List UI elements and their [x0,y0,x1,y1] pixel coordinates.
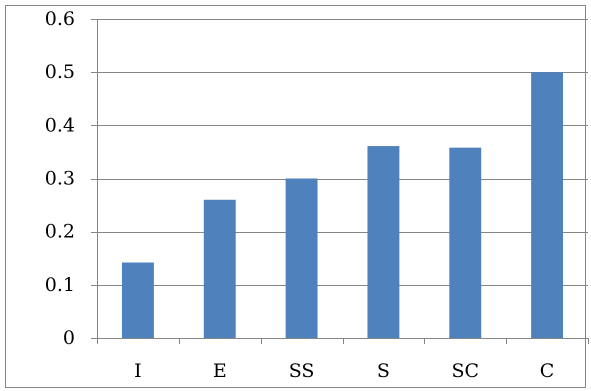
y-tick-label-1: 0.1 [45,274,75,296]
y-tick-label-4: 0.4 [45,114,75,136]
y-tick-label-0: 0 [63,327,75,349]
x-tick-label-s: S [377,360,390,382]
bar-s [367,146,400,338]
y-tick-label-6: 0.6 [45,8,75,30]
bar-c [531,72,564,339]
x-tick-label-c: C [540,360,555,382]
bars [121,72,564,339]
gridlines [91,19,588,339]
axes [97,19,589,344]
y-tick-label-2: 0.2 [45,221,75,243]
x-tick-label-ss: SS [289,360,315,382]
y-tick-labels: 0 0.1 0.2 0.3 0.4 0.5 0.6 [45,8,75,349]
x-tick-label-sc: SC [451,360,479,382]
chart-frame [5,5,586,388]
bar-e [203,199,236,338]
y-tick-label-3: 0.3 [45,168,75,190]
bar-i [121,262,154,338]
x-tick-labels: I E SS S SC C [134,360,554,382]
bar-sc [449,147,482,338]
y-tick-label-5: 0.5 [45,61,75,83]
x-tick-label-i: I [134,360,142,382]
x-tick-label-e: E [213,360,227,382]
bar-ss [285,178,318,338]
